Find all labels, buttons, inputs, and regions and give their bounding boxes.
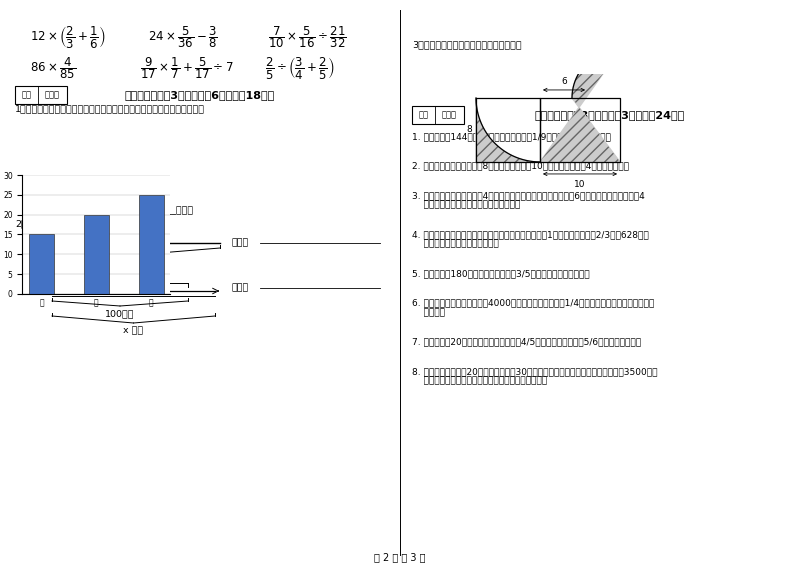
Text: 8. 一项工程，甲独做20天完成，乙独做30天完成，现在两人合作，完成后共得工资3500元，: 8. 一项工程，甲独做20天完成，乙独做30天完成，现在两人合作，完成后共得工资… [412,367,658,376]
Bar [412,106,464,124]
Text: 得分: 得分 [22,90,31,99]
Text: 1. 小黑身高是144厘米，小龙的身高比小黑高1/9，小龙的身高是多少厘米？: 1. 小黑身高是144厘米，小龙的身高比小黑高1/9，小龙的身高是多少厘米？ [412,132,611,141]
Text: 100千米: 100千米 [106,309,134,318]
Text: $24\times\dfrac{5}{36}-\dfrac{3}{8}$: $24\times\dfrac{5}{36}-\dfrac{3}{8}$ [148,24,218,50]
Polygon shape [540,50,620,162]
Text: 六、应用题（共8小题，每题3分，共计24分）: 六、应用题（共8小题，每题3分，共计24分） [535,110,685,120]
Bar [84,215,109,294]
Text: 4. 一个装满汽油的圆柱形油桶，从里面量，底面半径为1米，知道去油桶的2/3还剩628升，: 4. 一个装满汽油的圆柱形油桶，从里面量，底面半径为1米，知道去油桶的2/3还剩… [412,230,649,239]
Text: 7. 学校有排球20个，排球的个数是篮球的4/5，篮球个数是足球的5/6，足球有多少个？: 7. 学校有排球20个，排球的个数是篮球的4/5，篮球个数是足球的5/6，足球有… [412,337,641,346]
Text: 第 2 页 共 3 页: 第 2 页 共 3 页 [374,552,426,562]
Text: $86\times\dfrac{4}{85}$: $86\times\dfrac{4}{85}$ [30,55,76,81]
Text: 2．看图列算式或方程，不计算：: 2．看图列算式或方程，不计算： [15,219,102,228]
Text: x 千米: x 千米 [123,326,143,335]
Text: 5. 六年级共有180名学生，其中男生占3/5，六年级有女生多少人？: 5. 六年级共有180名学生，其中男生占3/5，六年级有女生多少人？ [412,269,590,278]
Text: 2. 一项工作任务，甲单独做8天完成，乙单独做10天完成，两人合作4天后还剩多少？: 2. 一项工作任务，甲单独做8天完成，乙单独做10天完成，两人合作4天后还剩多少… [412,162,629,171]
Text: 五、综合题（共3小题，每题6分，共计18分）: 五、综合题（共3小题，每题6分，共计18分） [125,90,275,100]
Text: 10: 10 [574,180,586,189]
Text: （2）先由甲做3天，剩下的工程由丙接着做，还要____天完成: （2）先由甲做3天，剩下的工程由丙接着做，还要____天完成 [25,206,194,215]
Bar [29,234,54,294]
Text: 1．如图是甲、乙、丙三人单独完成某项工程所需天数统计图，看图填空：: 1．如图是甲、乙、丙三人单独完成某项工程所需天数统计图，看图填空： [15,105,205,114]
Text: 小时之内需要完成这件工程的几分之几？: 小时之内需要完成这件工程的几分之几？ [412,201,520,210]
Text: 3. 一件工程，要求师徒二人4小时合作完成，若使弟单独做，需要6小时完成，那么，师傅在4: 3. 一件工程，要求师徒二人4小时合作完成，若使弟单独做，需要6小时完成，那么，… [412,191,645,200]
Text: 少千克？: 少千克？ [412,308,445,317]
Text: $12\times\left(\dfrac{2}{3}+\dfrac{1}{6}\right)$: $12\times\left(\dfrac{2}{3}+\dfrac{1}{6}… [30,24,106,50]
Text: 6: 6 [561,77,567,86]
Text: ?千克: ?千克 [53,223,69,232]
Text: 3．求图中阴影部分的面积（单位：厘米）: 3．求图中阴影部分的面积（单位：厘米） [412,41,522,50]
Text: $\dfrac{9}{17}\times\dfrac{1}{7}+\dfrac{5}{17}\div7$: $\dfrac{9}{17}\times\dfrac{1}{7}+\dfrac{… [140,55,234,81]
Text: 评卷人: 评卷人 [45,90,60,99]
Text: $\dfrac{2}{5}\div\left(\dfrac{3}{4}+\dfrac{2}{5}\right)$: $\dfrac{2}{5}\div\left(\dfrac{3}{4}+\dfr… [265,55,334,81]
Text: 得分: 得分 [418,111,429,120]
Text: 1．: 1． [28,233,40,241]
Text: 评卷人: 评卷人 [442,111,457,120]
Text: 2．: 2． [28,282,40,292]
Text: 求这个油桶的高。（列方程解）: 求这个油桶的高。（列方程解） [412,240,498,249]
Text: 6. 家家利超市五月份卖出水果4000千克，比四月份多卖了1/4，家家利超市四月份卖出水果多: 6. 家家利超市五月份卖出水果4000千克，比四月份多卖了1/4，家家利超市四月… [412,298,654,307]
Text: 列式：: 列式： [232,284,250,293]
Bar [139,195,164,294]
Text: 如果按完成工程量分配工资，甲、乙各分得多少元？: 如果按完成工程量分配工资，甲、乙各分得多少元？ [412,376,547,385]
Bar [15,86,67,104]
Text: 列式：: 列式： [232,238,250,247]
Text: 60千克: 60千克 [123,260,146,269]
Text: （1）甲、乙合作____天可以完成这项工程的7/9。: （1）甲、乙合作____天可以完成这项工程的7/9。 [25,193,169,202]
Text: $\dfrac{7}{10}\times\dfrac{5}{16}\div\dfrac{21}{32}$: $\dfrac{7}{10}\times\dfrac{5}{16}\div\df… [268,24,346,50]
Text: 8: 8 [466,125,472,134]
Polygon shape [476,98,540,162]
Text: $\frac{5}{8}$: $\frac{5}{8}$ [117,266,123,284]
